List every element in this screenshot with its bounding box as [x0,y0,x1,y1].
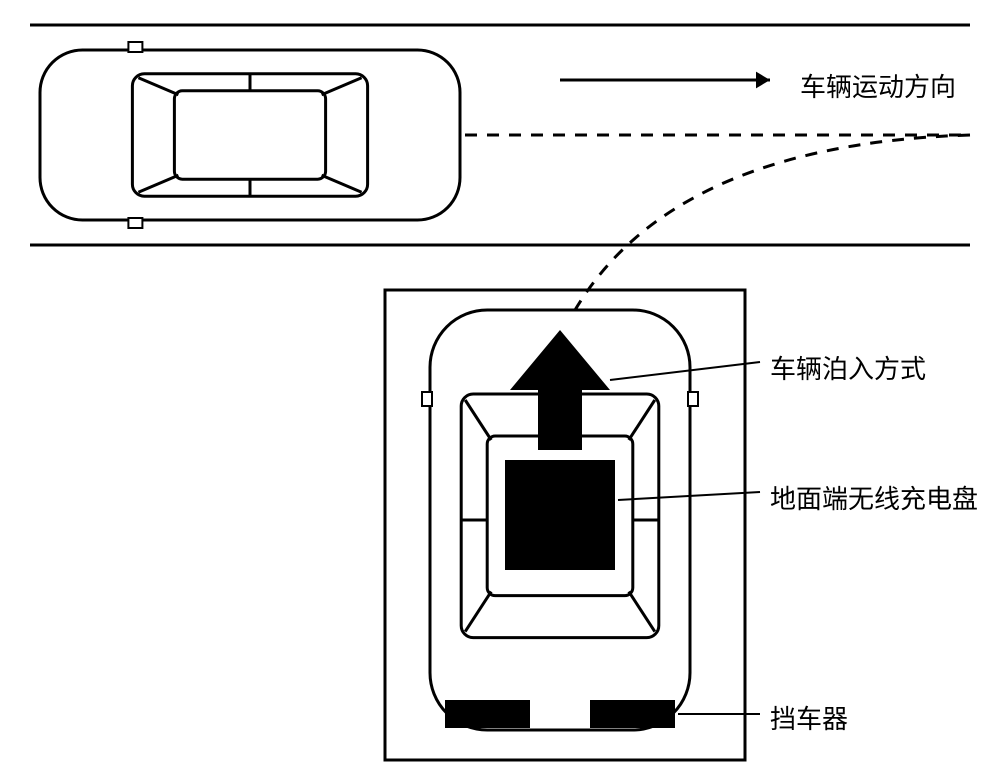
label-parking: 车辆泊入方式 [770,349,926,386]
diagram-svg [0,0,1000,779]
label-wheel-stops: 挡车器 [770,699,848,736]
label-direction: 车辆运动方向 [800,67,956,104]
label-charging: 地面端无线充电盘 [770,479,978,516]
diagram-canvas: 车辆运动方向 车辆泊入方式 地面端无线充电盘 挡车器 [0,0,1000,779]
